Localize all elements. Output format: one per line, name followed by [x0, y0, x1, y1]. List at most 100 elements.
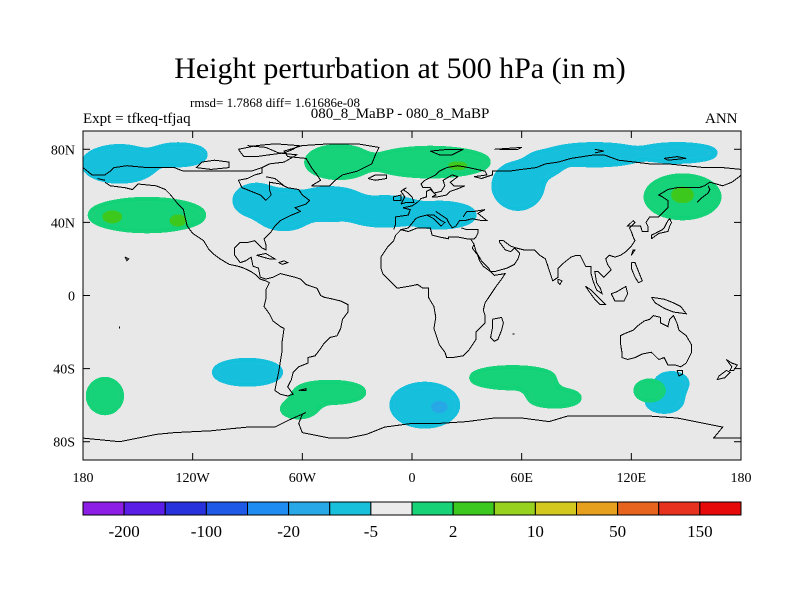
colorbar-label: 150	[687, 522, 713, 541]
coastline	[494, 146, 522, 150]
contour-blob	[426, 399, 453, 415]
contour-blob	[631, 141, 723, 164]
contour-blob	[399, 200, 480, 230]
contour-blob	[631, 377, 668, 404]
coastline	[619, 314, 693, 368]
axis-ticks: 180 120W 60W 0 60E 120E 180 80N 40N 0 40S 80S	[51, 131, 752, 486]
coastline	[650, 296, 688, 315]
coastline	[237, 143, 301, 158]
contour-level-cyan	[83, 141, 723, 429]
colorbar-swatch	[123, 501, 166, 516]
y-tick-label: 80S	[53, 436, 75, 451]
coastline	[256, 252, 277, 260]
colorbar-swatch	[534, 501, 577, 516]
contour-blob	[366, 145, 495, 179]
coastline	[650, 217, 673, 240]
colorbar-label: 50	[609, 522, 626, 541]
coastline	[367, 174, 387, 181]
y-tick-label: 40N	[51, 216, 75, 231]
contour-blob	[302, 143, 376, 181]
contour-blob	[145, 141, 211, 168]
contour-blob	[523, 386, 586, 409]
x-tick-label: 120E	[617, 471, 647, 486]
colorbar-label: -5	[364, 522, 378, 541]
coastline	[726, 359, 739, 371]
x-tick-label: 60E	[510, 471, 533, 486]
coastline	[630, 262, 643, 284]
x-tick-label: 120W	[176, 471, 211, 486]
contour-blob	[388, 381, 462, 429]
colorbar-label: -100	[191, 522, 222, 541]
colorbar-swatch	[617, 501, 660, 516]
plot-area: 180 120W 60W 0 60E 120E 180 80N 40N 0 40S 80S	[51, 130, 752, 486]
colorbar-swatch	[82, 501, 125, 516]
colorbar-swatch	[329, 501, 372, 516]
colorbar-swatch	[288, 501, 331, 516]
colorbar-swatch	[658, 501, 701, 516]
colorbar-swatch	[164, 501, 207, 516]
coastline	[265, 176, 285, 187]
x-tick-label: 180	[73, 471, 94, 486]
experiment-label: Expt = tfkeq-tfjaq	[83, 111, 191, 127]
contour-blob	[83, 143, 160, 184]
coastline	[473, 174, 741, 295]
contour-blob	[97, 209, 127, 225]
coastline	[610, 285, 629, 302]
colorbar-label: 10	[527, 522, 544, 541]
coastline	[630, 249, 636, 256]
coastline	[195, 159, 230, 170]
contour-blob	[165, 213, 191, 228]
chart-title: Height perturbation at 500 hPa (in m)	[174, 52, 626, 85]
contour-blob	[289, 379, 370, 406]
coastline	[400, 187, 415, 205]
coastline	[435, 209, 489, 229]
x-tick-label: 180	[731, 471, 752, 486]
y-tick-label: 40S	[53, 363, 75, 378]
y-tick-label: 0	[68, 290, 75, 305]
case-label: 080_8_MaBP - 080_8_MaBP	[310, 106, 490, 122]
coastline	[557, 278, 563, 286]
contour-level-blue	[426, 399, 453, 415]
coastline	[461, 227, 479, 240]
coastline	[430, 148, 464, 156]
coastline	[400, 214, 446, 231]
colorbar-swatch	[370, 501, 413, 516]
coastline	[490, 316, 504, 342]
coastlines	[83, 143, 741, 443]
colorbar-swatch	[699, 501, 742, 516]
x-tick-label: 60W	[289, 471, 317, 486]
coastline	[124, 256, 130, 262]
coastline	[594, 148, 604, 154]
y-tick-label: 80N	[51, 143, 75, 158]
colorbar: -200 -100 -20 -5 2 10 50 150	[82, 501, 742, 541]
stats-label: rmsd= 1.7868 diff= 1.61686e-08	[190, 95, 361, 110]
contour-blob	[338, 163, 358, 172]
colorbar-label: 2	[449, 522, 458, 541]
contour-blob	[465, 364, 561, 391]
colorbar-swatch	[205, 501, 248, 516]
x-tick-label: 0	[409, 471, 416, 486]
coastline	[104, 167, 349, 397]
coastline	[380, 227, 507, 359]
colorbar-label: -200	[109, 522, 140, 541]
contour-blob	[209, 357, 286, 387]
coastline	[278, 260, 290, 265]
coastline	[676, 369, 683, 377]
colorbar-swatch	[247, 501, 290, 516]
colorbar-swatch	[576, 501, 619, 516]
contour-blob	[667, 185, 698, 205]
coastline	[283, 143, 380, 187]
contour-blob	[84, 375, 126, 417]
coastline	[393, 194, 402, 201]
colorbar-swatch	[493, 501, 536, 516]
contour-fields	[83, 141, 723, 429]
coastline	[716, 369, 731, 381]
coastline	[83, 412, 741, 443]
colorbar-label: -20	[277, 522, 300, 541]
coastline	[696, 185, 711, 203]
coastline	[663, 156, 687, 161]
contour-blob	[276, 397, 321, 420]
colorbar-swatch	[452, 501, 495, 516]
coastline	[393, 154, 741, 230]
